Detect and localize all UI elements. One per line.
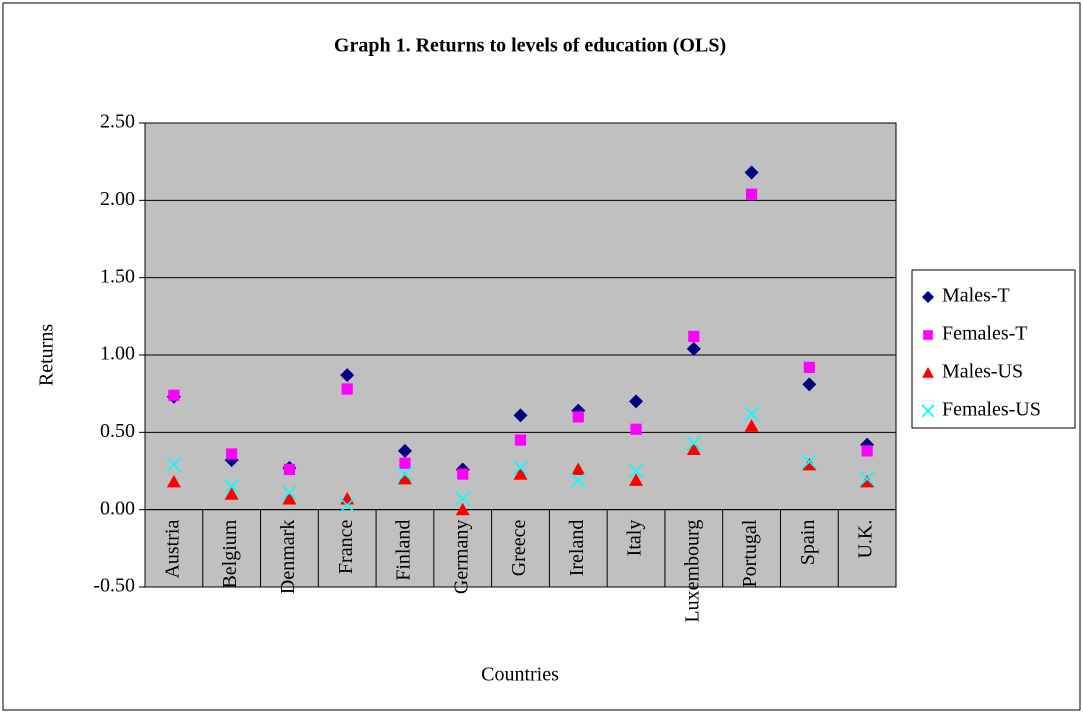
data-point [282,491,297,505]
data-point [457,468,469,480]
data-point [168,389,180,401]
data-point [399,457,411,469]
y-tick-label: 2.50 [100,111,135,133]
data-point [397,471,412,485]
legend-marker [923,330,933,340]
x-tick-label: Greece [508,520,530,577]
x-tick-label: Ireland [566,520,588,577]
x-tick-label: Germany [450,520,472,594]
data-point [513,467,528,480]
data-point [686,341,701,356]
y-tick-label: 1.00 [100,343,135,365]
legend-box [911,269,1076,429]
y-tick-label: 0.50 [100,420,135,442]
legend-marker [922,367,934,378]
data-point [455,491,471,507]
data-point [226,448,238,460]
data-point [861,445,873,457]
data-point [628,463,644,479]
data-point [281,485,297,501]
data-point [166,457,182,473]
data-point [341,383,353,395]
x-tick-label: France [335,520,357,575]
x-tick-label: Denmark [277,520,299,594]
data-point [283,463,296,476]
data-point [629,473,644,486]
chart-title: Graph 1. Returns to levels of education … [334,35,726,57]
x-tick-label: Spain [797,520,819,566]
legend-label: Males-US [942,361,1023,383]
data-point [859,471,875,487]
data-point [570,472,586,488]
data-point [224,487,239,500]
data-point [803,361,815,373]
data-point [397,466,413,482]
y-tick-label: 1.50 [100,265,135,287]
legend-label: Males-T [942,285,1010,307]
x-axis-label: Countries [481,664,559,686]
x-tick-label: Luxembourg [681,520,703,623]
x-tick-label: U.K. [855,520,877,559]
data-point [455,502,470,516]
data-point [513,408,528,423]
legend-label: Females-US [942,399,1041,421]
x-tick-label: Portugal [739,519,761,587]
x-tick-label: Finland [393,520,415,581]
x-tick-label: Austria [161,520,183,579]
data-point [166,474,181,488]
y-axis-label: Returns [36,324,58,386]
data-point [572,411,584,423]
data-point [801,454,817,470]
legend-marker [921,404,935,418]
data-point [688,330,700,343]
legend-marker [922,291,934,303]
data-point [745,188,758,200]
data-point [340,368,355,383]
y-tick-label: -0.50 [93,575,135,597]
data-point [860,474,875,488]
data-point [514,434,527,446]
data-point [686,435,702,451]
data-point [397,443,412,458]
data-point [512,460,529,476]
data-point [802,457,817,471]
data-point [571,462,586,476]
y-tick-label: 2.00 [100,188,135,210]
data-point [744,406,760,422]
data-point [686,442,701,455]
data-point [744,419,759,432]
data-point [224,478,240,495]
y-tick-label: 0.00 [100,497,135,519]
data-point [339,497,355,513]
x-tick-label: Italy [624,520,646,557]
data-point [629,394,644,409]
x-tick-label: Belgium [219,519,241,588]
data-point [630,423,642,435]
legend-label: Females-T [942,323,1028,345]
data-point [744,165,759,180]
data-point [802,377,817,392]
